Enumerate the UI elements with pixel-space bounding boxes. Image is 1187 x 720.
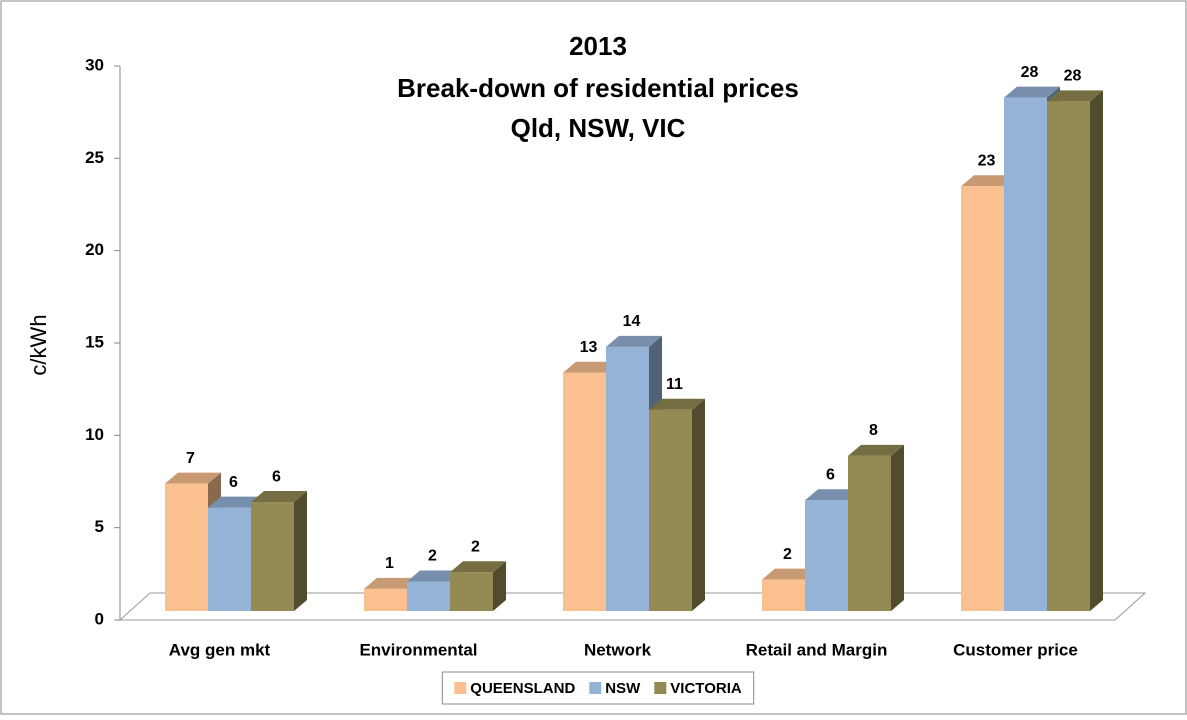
data-label: 14 bbox=[623, 313, 641, 330]
x-tick-label: Avg gen mkt bbox=[169, 640, 271, 659]
data-label: 2 bbox=[471, 538, 480, 555]
bar-top bbox=[848, 444, 904, 456]
legend: QUEENSLAND NSW VICTORIA bbox=[441, 671, 755, 705]
bar-top bbox=[606, 335, 662, 347]
bar-side bbox=[692, 398, 705, 611]
legend-swatch bbox=[589, 682, 602, 694]
bar-front bbox=[1004, 97, 1047, 612]
legend-label: NSW bbox=[605, 680, 641, 697]
bar-front bbox=[1047, 101, 1090, 611]
bar bbox=[251, 491, 307, 611]
chart-subtitle: Break-down of residential prices bbox=[397, 73, 799, 103]
legend-swatch bbox=[454, 682, 467, 694]
bar-front bbox=[805, 500, 848, 611]
x-tick-label: Customer price bbox=[953, 640, 1078, 659]
y-tick-label: 15 bbox=[85, 332, 104, 351]
y-axis-label: c/kWh bbox=[26, 314, 51, 375]
bar-top bbox=[1047, 90, 1103, 102]
legend-label: VICTORIA bbox=[670, 680, 742, 697]
data-label: 23 bbox=[978, 152, 996, 169]
data-label: 6 bbox=[826, 466, 835, 483]
data-label: 7 bbox=[186, 450, 195, 467]
bar-top bbox=[563, 361, 619, 373]
legend-swatch bbox=[654, 682, 667, 694]
x-tick-label: Environmental bbox=[359, 640, 477, 659]
bar-front bbox=[364, 588, 407, 611]
x-tick-label: Retail and Margin bbox=[746, 640, 888, 659]
data-label: 28 bbox=[1064, 68, 1082, 85]
bar-front bbox=[606, 346, 649, 611]
bar-side bbox=[493, 561, 506, 611]
bar-front bbox=[848, 455, 891, 611]
bar-top bbox=[649, 398, 705, 410]
bar-front bbox=[961, 186, 1004, 611]
bar-top bbox=[805, 489, 861, 501]
bar-front bbox=[762, 579, 805, 611]
y-tick-label: 0 bbox=[95, 609, 104, 628]
data-label: 28 bbox=[1021, 64, 1039, 81]
data-label: 11 bbox=[666, 376, 683, 393]
bar bbox=[649, 398, 705, 611]
x-tick-label: Network bbox=[584, 640, 652, 659]
bar-front bbox=[407, 581, 450, 611]
data-label: 13 bbox=[580, 339, 598, 356]
bar-top bbox=[450, 561, 506, 573]
chart-title: 2013 bbox=[569, 31, 627, 61]
y-tick-label: 25 bbox=[85, 148, 104, 167]
bar-top bbox=[1004, 86, 1060, 98]
bar-side bbox=[294, 491, 307, 611]
bar-top bbox=[165, 472, 221, 484]
y-tick-label: 30 bbox=[85, 55, 104, 74]
bar-top bbox=[208, 496, 264, 508]
data-label: 6 bbox=[272, 468, 281, 485]
bar-front bbox=[563, 372, 606, 611]
bar-top bbox=[961, 175, 1017, 187]
y-tick-label: 10 bbox=[85, 425, 104, 444]
bar-top bbox=[762, 568, 818, 580]
bar bbox=[450, 561, 506, 611]
bar-top bbox=[407, 570, 463, 582]
data-label: 8 bbox=[869, 422, 878, 439]
data-label: 6 bbox=[229, 474, 238, 491]
bar-front bbox=[649, 409, 692, 611]
bar-front bbox=[450, 572, 493, 611]
data-label: 1 bbox=[385, 555, 394, 572]
y-tick-label: 20 bbox=[85, 240, 104, 259]
bar-top bbox=[251, 491, 307, 503]
y-tick-label: 5 bbox=[95, 517, 104, 536]
bar bbox=[1047, 90, 1103, 611]
bar-side bbox=[891, 444, 904, 611]
data-label: 2 bbox=[428, 548, 437, 565]
legend-label: QUEENSLAND bbox=[470, 680, 575, 697]
bar-front bbox=[251, 502, 294, 611]
bar-front bbox=[208, 507, 251, 611]
bar-top bbox=[364, 577, 420, 589]
bar-side bbox=[1090, 90, 1103, 611]
bar bbox=[848, 444, 904, 611]
chart-subtitle: Qld, NSW, VIC bbox=[511, 113, 686, 143]
data-label: 2 bbox=[783, 546, 792, 563]
bar-front bbox=[165, 483, 208, 611]
